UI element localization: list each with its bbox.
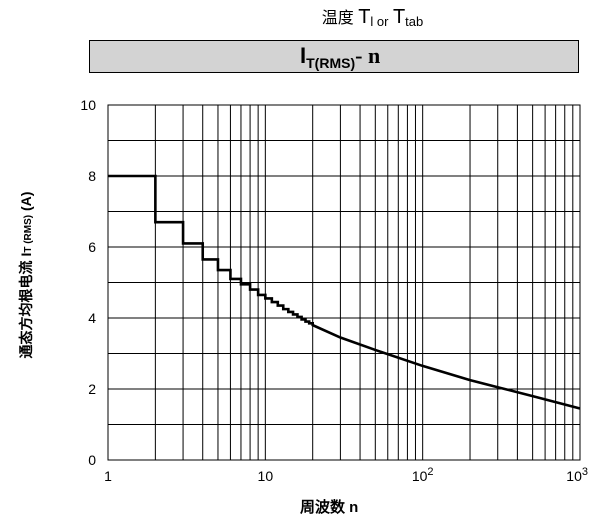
header-symbol-t1-subscript: l or	[370, 14, 389, 29]
y-axis-label-unit: (A)	[18, 191, 34, 215]
chart-title-symbol: I	[300, 43, 307, 68]
y-tick-label: 8	[88, 168, 96, 184]
x-tick-label: 102	[412, 466, 434, 484]
chart-title-suffix: - n	[355, 43, 381, 68]
chart-title: IT(RMS)- n	[300, 44, 380, 75]
header-symbol-t2-subscript: tab	[405, 14, 424, 29]
header-symbol-t2: T	[392, 6, 406, 28]
x-tick-label: 10	[258, 468, 274, 484]
chart-title-band	[89, 40, 579, 73]
y-tick-label: 4	[88, 310, 96, 326]
y-axis-label-subscript: T (RMS)	[23, 214, 34, 253]
y-axis-label-main: 通态方均根电流 I	[18, 252, 34, 359]
header-symbol-t1: T	[358, 6, 371, 28]
y-axis-label: 通态方均根电流 IT (RMS) (A)	[16, 192, 36, 359]
x-tick-label: 1	[104, 468, 112, 484]
y-tick-label: 0	[88, 452, 96, 468]
chart-title-subscript: T(RMS)	[306, 55, 356, 71]
series-line	[108, 174, 581, 410]
y-tick-label: 2	[88, 381, 96, 397]
header-prefix: 温度	[321, 10, 359, 27]
plot-border	[107, 104, 581, 461]
x-tick-label: 103	[566, 466, 588, 484]
y-tick-label: 10	[80, 97, 96, 113]
chart-header: 温度 Tl or Ttab	[150, 6, 594, 33]
x-axis-label: 周波数 n	[300, 499, 359, 516]
y-tick-label: 6	[88, 239, 96, 255]
